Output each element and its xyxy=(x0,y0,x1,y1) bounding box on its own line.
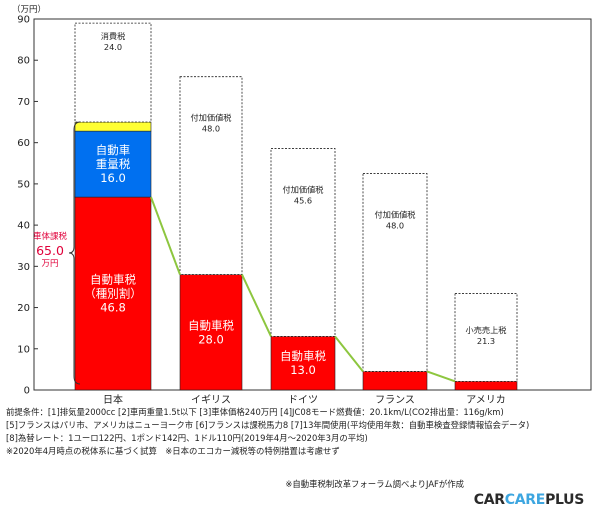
source-note: ※自動車税制改革フォーラム調べよりJAFが作成 xyxy=(285,479,464,489)
bar-4-segment-0 xyxy=(454,381,518,391)
y-tick-label-3: 30 xyxy=(17,262,30,273)
connector-line-2 xyxy=(334,335,364,373)
bar-3-segment-0 xyxy=(362,371,428,391)
bar-2-segment-1 xyxy=(270,148,336,337)
y-tick-label-6: 60 xyxy=(17,138,30,149)
bar-0-seg-1-label-2: 16.0 xyxy=(100,171,126,185)
bar-1-seg-1-label-0: 付加価値税 xyxy=(191,113,232,123)
brand-part-3: PLUS xyxy=(545,492,584,508)
bar-0-segment-2 xyxy=(74,121,152,132)
connector-line-3 xyxy=(426,370,456,383)
y-tick-label-7: 70 xyxy=(17,97,30,108)
bar-1-seg-0-label-0: 自動車税 xyxy=(188,318,234,332)
bar-0-segment-1 xyxy=(74,130,152,198)
bar-0-segment-3 xyxy=(74,22,152,123)
bar-2-seg-0-label-1: 13.0 xyxy=(290,363,316,377)
note-line-1: 前提条件：[1]排気量2000cc [2]車両重量1.5t以下 [3]車体価格2… xyxy=(6,407,504,417)
bar-0-seg-1-label-0: 自動車 xyxy=(96,143,131,157)
bar-1-seg-0-label-1: 28.0 xyxy=(198,332,224,346)
y-tick-label-2: 20 xyxy=(17,303,30,314)
note-line-2: [5]フランスはパリ市、アメリカはニューヨーク市 [6]フランスは課税馬力8 [… xyxy=(6,420,530,430)
bar-0-seg-1-label-1: 重量税 xyxy=(96,157,131,171)
bar-0-seg-0-label-0: 自動車税 xyxy=(90,273,136,287)
bar-3-segment-1 xyxy=(362,173,428,372)
bar-1-segment-0 xyxy=(179,274,243,391)
bar-4-seg-1-label-1: 21.3 xyxy=(477,336,495,346)
bar-4-seg-1-label-0: 小売売上税 xyxy=(466,325,507,335)
note-line-4: ※2020年4月時点の税体系に基づく試算 ※日本のエコカー減税等の特例措置は考慮… xyxy=(6,446,340,456)
japan-total-brace xyxy=(68,121,81,385)
bar-2-seg-1-label-0: 付加価値税 xyxy=(283,184,324,194)
bar-2-seg-0-label-0: 自動車税 xyxy=(280,349,326,363)
bar-0-seg-3-label-0: 消費税 xyxy=(101,31,126,41)
y-tick-label-5: 50 xyxy=(17,179,30,190)
x-tick-label-1: イギリス xyxy=(191,394,231,406)
bar-2-segment-0 xyxy=(270,336,336,391)
connector-line-0 xyxy=(150,196,181,275)
japan-total-label-2: 万円 xyxy=(41,259,58,269)
y-unit-label: （万円） xyxy=(12,4,46,15)
y-tick-label-1: 10 xyxy=(17,344,30,355)
bar-0-seg-0-label-1: （種別割） xyxy=(84,287,142,301)
bar-3-seg-1-label-1: 48.0 xyxy=(386,221,404,231)
y-tick-label-4: 40 xyxy=(17,221,30,232)
y-tick-label-9: 90 xyxy=(17,15,30,26)
y-tick-label-8: 80 xyxy=(17,56,30,67)
y-tick-label-0: 0 xyxy=(24,386,30,397)
x-tick-label-2: ドイツ xyxy=(288,395,318,406)
bar-0-seg-3-label-1: 24.0 xyxy=(104,42,122,52)
brand-logo: CARCAREPLUS xyxy=(473,492,585,508)
brand-part-2: CARE xyxy=(504,492,546,508)
japan-total-label-0: 車体課税 xyxy=(33,231,68,242)
bar-3-seg-1-label-0: 付加価値税 xyxy=(375,210,416,220)
connector-line-1 xyxy=(241,274,272,337)
bar-2-seg-1-label-1: 45.6 xyxy=(294,195,312,205)
bar-4-segment-1 xyxy=(454,293,518,382)
x-tick-label-0: 日本 xyxy=(103,393,123,406)
x-tick-label-4: アメリカ xyxy=(466,394,506,406)
x-tick-label-3: フランス xyxy=(375,394,415,406)
brand-part-1: CAR xyxy=(473,492,505,508)
japan-total-label-1: 65.0 xyxy=(36,243,64,258)
bar-1-seg-1-label-1: 48.0 xyxy=(202,124,220,134)
bar-0-segment-0 xyxy=(74,196,152,391)
bar-0-seg-0-label-2: 46.8 xyxy=(100,301,126,315)
note-line-3: [8]為替レート：1ユーロ122円、1ポンド142円、1ドル110円(2019年… xyxy=(6,433,368,443)
bar-1-segment-1 xyxy=(179,76,243,275)
